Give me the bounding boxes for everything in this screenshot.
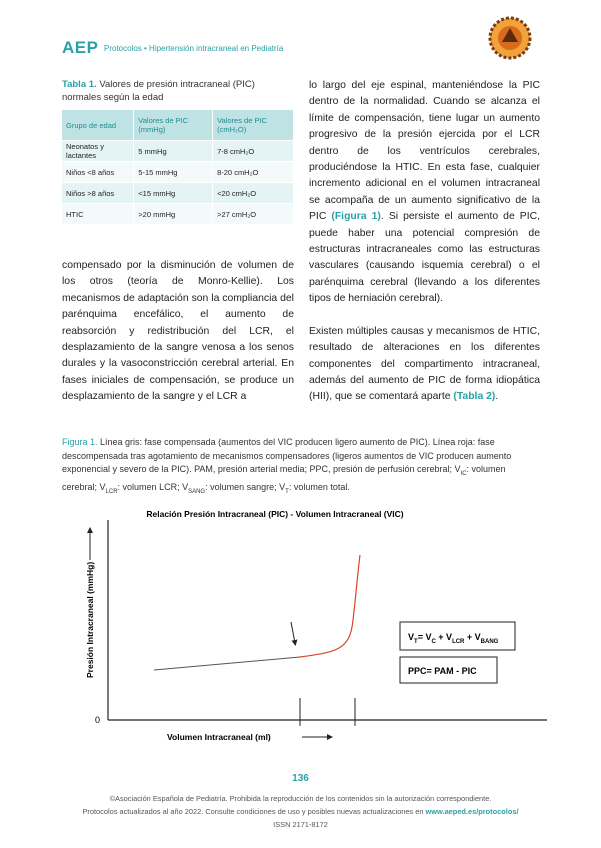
right-paragraph: lo largo del eje espinal, manteniéndose … [309,78,540,308]
origin-label: 0 [95,715,100,725]
x-label: Volumen Intracraneal (ml) [167,732,271,742]
table-cell: <20 cmH₂O [212,182,294,204]
link: www.aeped.es/protocolos/ [425,807,519,816]
text-run: Existen múltiples causas y mecanismos de… [309,325,540,403]
text-run: . [495,391,499,403]
table-cell: 8-20 cmH₂O [212,161,294,183]
table-caption: Tabla 1. Valores de presión intracraneal… [62,78,294,104]
text-run: = V [418,632,432,642]
compensated-line [153,656,301,671]
table-row: HTIC >20 mmHg >27 cmH₂O [62,203,294,224]
text-run: compensado por la disminución de volumen… [62,260,294,403]
formula-volume: VT= VC + VLCR + VBANG [408,632,499,645]
formula-box [399,656,498,684]
text-run: : volumen sangre; V [205,482,286,493]
text-run: ISSN 2171-8172 [273,820,328,829]
table-cell: Niños >8 años [62,182,135,204]
subscript: C [431,639,436,645]
subscript: SANG [188,489,206,496]
footer-line: ©Asociación Española de Pediatría. Prohi… [0,794,601,803]
page-number: 136 [292,773,309,784]
text-run: Línea gris: fase compensada (aumentos de… [62,437,512,474]
transition-arrow [290,621,298,646]
link: (Tabla 2) [453,391,496,403]
text-run: Protocolos actualizados al año 2022. Con… [82,807,426,816]
subscript: T [414,639,418,645]
table-header: Valores de PIC (mmHg) [133,110,214,141]
subscript: T [285,489,289,496]
table-header: Grupo de edad [62,110,135,141]
table-row: Niños >8 años <15 mmHg <20 cmH₂O [62,182,294,204]
footer-line: Protocolos actualizados al año 2022. Con… [0,807,601,816]
pic-table: Grupo de edad Valores de PIC (mmHg) Valore… [62,110,294,224]
table-header: Valores de PIC (cmH₂O) [212,110,294,141]
text-run: ©Asociación Española de Pediatría. Prohi… [109,794,492,803]
table-cell: Neonatos y lactantes [62,140,135,162]
logo-text: AEP [62,38,99,57]
footer-line: ISSN 2171-8172 [0,820,601,829]
table-cell: 5-15 mmHg [133,161,214,183]
formula-ppc: PPC= PAM - PIC [408,666,477,676]
table-cell: 5 mmHg [133,140,214,162]
table-cell: HTIC [62,203,135,224]
y-label: Presión Intracraneal (mmHg) [85,562,95,678]
table-cell: <15 mmHg [133,182,214,204]
figure-title: Relación Presión Intracraneal (PIC) - Vo… [146,509,403,519]
table-cell: 7-8 cmH₂O [212,140,294,162]
text-run: : volumen cerebral; V [62,464,506,493]
table-row: Neonatos y lactantes 5 mmHg 7-8 cmH₂O [62,140,294,162]
right-paragraph: Existen múltiples causas y mecanismos de… [309,324,540,406]
table-caption-text: Valores de presión intracraneal (PIC) no… [62,79,255,103]
link: (Figura 1) [331,211,381,223]
text-run: . Si persiste el aumento de PIC, puede h… [309,211,540,305]
logo-emblem [488,16,532,60]
text-run: + V [436,632,452,642]
formula-box [399,621,516,651]
left-paragraph: compensado por la disminución de volumen… [62,258,294,406]
header-subtitle: Protocolos • Hipertensión intracraneal e… [104,44,284,53]
text-run: V [408,632,414,642]
figure-caption-label: Figura 1. [62,437,98,447]
decompensated-line [299,554,361,658]
text-run: : volumen LCR; V [117,482,189,493]
table-cell: Niños <8 años [62,161,135,183]
table-cell: >20 mmHg [133,203,214,224]
figure-caption: Figura 1. Línea gris: fase compensada (a… [62,436,540,500]
table-cell: >27 cmH₂O [212,203,294,224]
right-column: lo largo del eje espinal, manteniéndose … [309,78,540,406]
text-run: + V [464,632,480,642]
subscript: LCR [105,489,118,496]
text-run: lo largo del eje espinal, manteniéndose … [309,80,540,223]
subscript: LCR [452,639,465,645]
table-caption-label: Tabla 1. [62,79,97,90]
subscript: BANG [481,639,499,645]
table-row: Niños <8 años 5-15 mmHg 8-20 cmH₂O [62,161,294,183]
text-run: : volumen total. [288,482,350,493]
figure-diagram: Relación Presión Intracraneal (PIC) - Vo… [85,509,547,742]
subscript: IC [460,470,467,477]
